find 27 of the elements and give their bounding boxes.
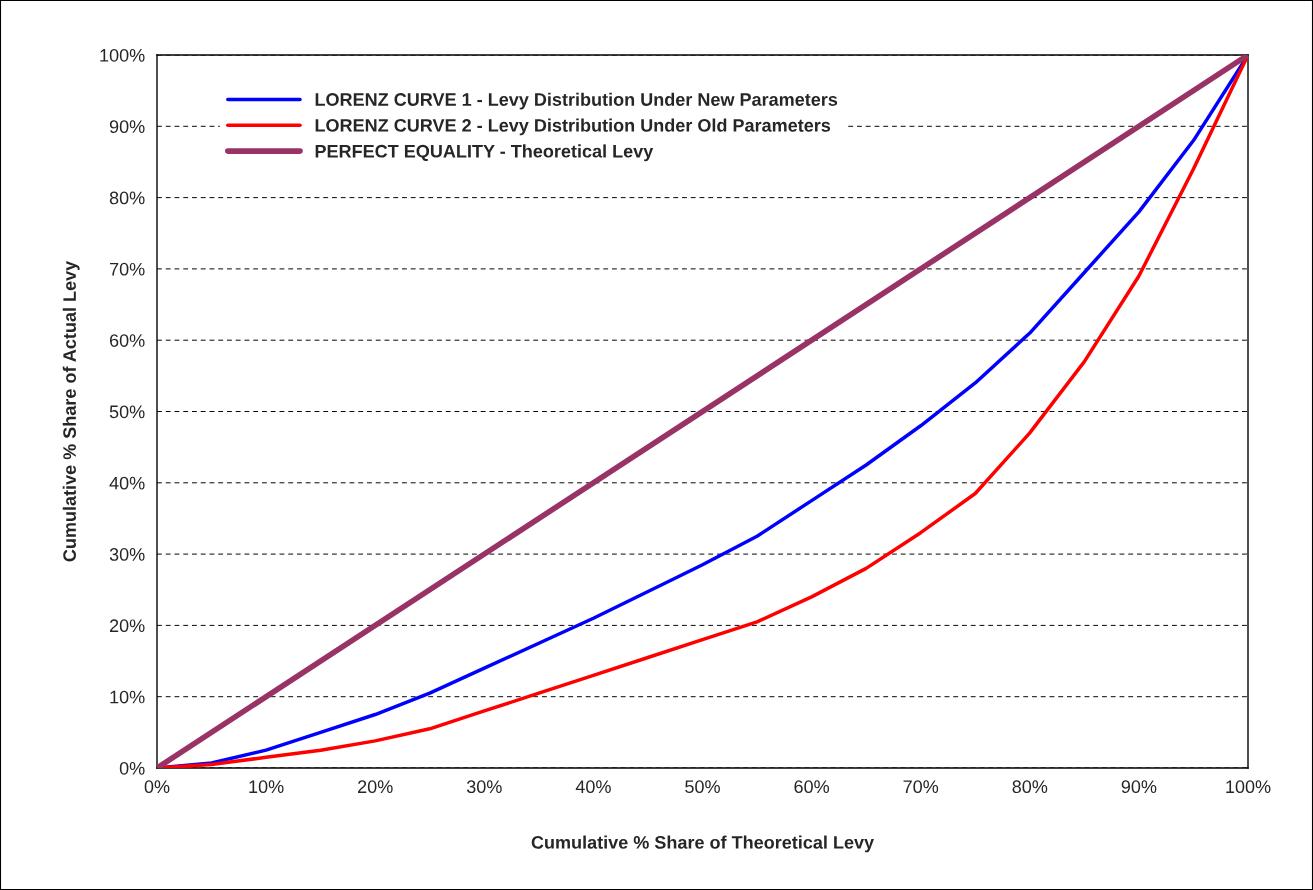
y-tick-label: 50%	[109, 405, 145, 419]
legend-label: LORENZ CURVE 1 - Levy Distribution Under New Parameters	[315, 92, 838, 110]
legend-label: LORENZ CURVE 2 - Levy Distribution Under Old Parameters	[315, 118, 831, 136]
x-tick-label: 10%	[249, 780, 284, 794]
y-tick-label: 30%	[109, 548, 145, 561]
x-tick-label: 40%	[575, 780, 611, 794]
y-tick-label: 10%	[110, 690, 145, 704]
x-tick-label: 30%	[466, 780, 502, 794]
x-tick-label: 70%	[903, 780, 939, 794]
legend-label: PERFECT EQUALITY - Theoretical Levy	[315, 144, 654, 162]
x-axis-title: Cumulative % Share of Theoretical Levy	[531, 835, 874, 853]
x-tick-label: 50%	[685, 780, 720, 794]
y-tick-label: 0%	[119, 761, 145, 775]
y-tick-label: 70%	[109, 262, 145, 276]
y-tick-label: 100%	[100, 48, 145, 62]
y-tick-label: 90%	[109, 120, 145, 134]
y-tick-label: 60%	[109, 334, 145, 347]
y-tick-label: 20%	[109, 619, 145, 633]
y-axis-title: Cumulative % Share of Actual Levy	[62, 260, 80, 562]
x-tick-label: 80%	[1012, 780, 1048, 794]
x-tick-label: 60%	[794, 780, 830, 794]
x-tick-label: 0%	[144, 780, 170, 794]
x-tick-label: 90%	[1121, 780, 1157, 794]
x-tick-label: 20%	[358, 780, 393, 794]
x-tick-label: 100%	[1226, 780, 1271, 794]
y-tick-label: 80%	[109, 191, 145, 205]
y-tick-label: 40%	[109, 476, 145, 490]
